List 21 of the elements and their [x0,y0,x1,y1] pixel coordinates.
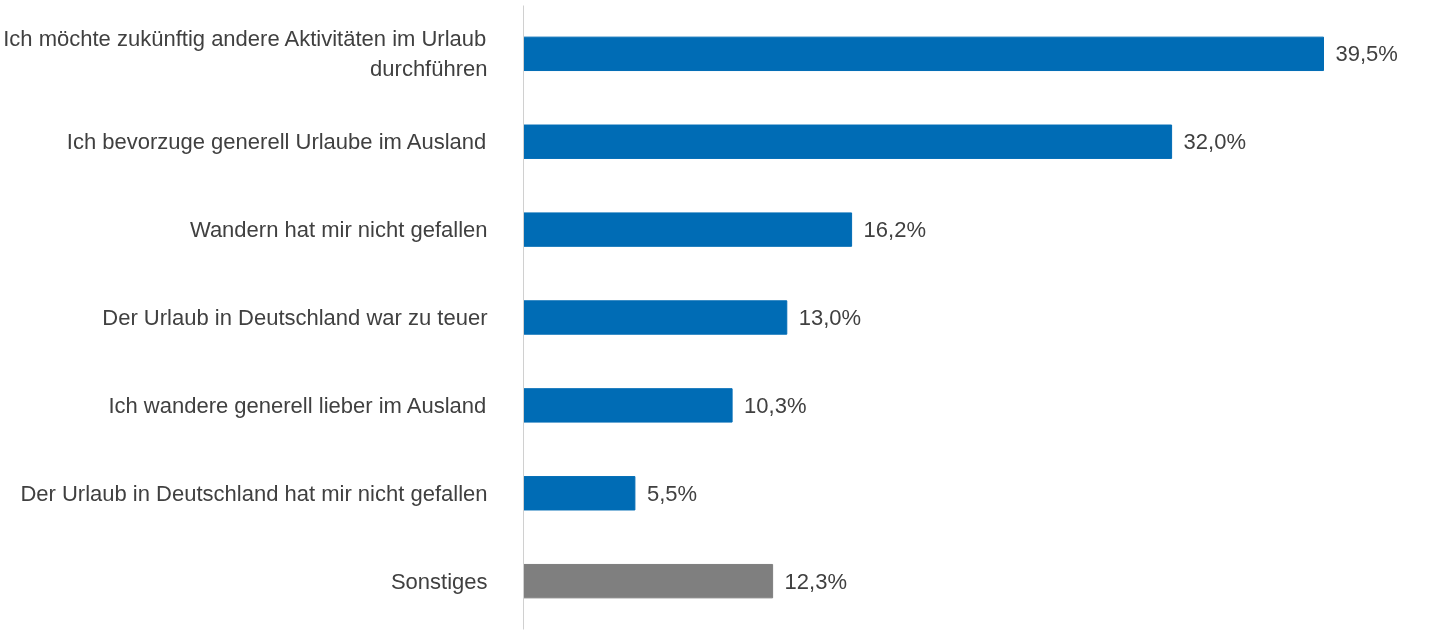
y-tick-label: Wandern hat mir nicht gefallen [189,217,488,243]
data-label: 5,5% [646,480,698,506]
bar [523,563,774,599]
bar [523,300,788,335]
y-tick-label: Sonstiges [390,568,488,594]
data-label: 13,0% [798,305,862,330]
bar [523,388,733,423]
data-label: 10,3% [744,392,807,418]
data-label: 12,3% [784,568,847,594]
bar [523,476,636,511]
y-tick-label: Ich möchte zukünftig andere Aktivitäten im Urlaub durchführen [3,26,488,82]
data-label: 39,5% [1335,41,1398,67]
y-tick-label: Der Urlaub in Deutschland hat mir nicht gefallen [20,480,488,506]
data-label: 16,2% [863,217,926,243]
bar [523,124,1173,159]
y-tick-label: Der Urlaub in Deutschland war zu teuer [102,305,488,330]
bar [523,212,853,247]
y-tick-label: Ich bevorzuge generell Urlaube im Ausland [66,129,487,155]
data-label: 32,0% [1183,129,1246,155]
bar [523,36,1324,72]
y-tick-label: Ich wandere generell lieber im Ausland [108,392,487,418]
